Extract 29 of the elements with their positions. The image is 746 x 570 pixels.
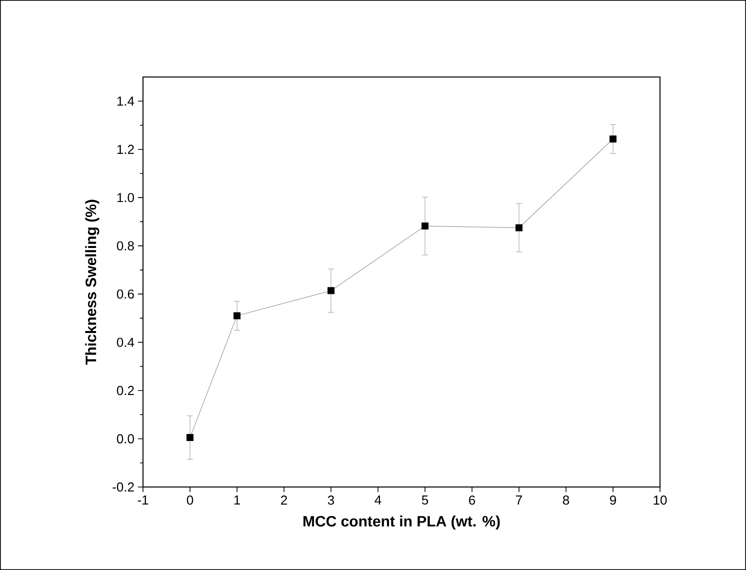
x-tick-label: 7 <box>516 496 522 504</box>
x-tick-label: 3 <box>328 496 334 505</box>
x-tick-label: 5 <box>422 496 428 505</box>
point <box>186 434 194 442</box>
point <box>610 135 617 142</box>
x-tick-label: 4 <box>374 496 382 504</box>
point <box>234 312 241 320</box>
y-tick-label: 1.0 <box>117 192 134 202</box>
y-tick-label: 0.4 <box>116 338 134 347</box>
point <box>328 287 335 294</box>
y-tick-label: 0.6 <box>116 289 134 299</box>
x-tick-label: 0 <box>186 496 194 505</box>
point <box>422 222 429 230</box>
x-tick-label: 9 <box>610 496 616 505</box>
y-tick-label: 0.2 <box>116 386 134 396</box>
y-tick-label: 0.0 <box>116 434 134 444</box>
x-tick-label: -1 <box>138 496 148 504</box>
x-tick-label: 10 <box>654 496 667 505</box>
y-tick-label: -0.2 <box>112 482 134 492</box>
y-tick-label: 0.8 <box>116 241 134 250</box>
x-tick-label: 6 <box>469 496 476 505</box>
x-tick-label: 2 <box>281 496 287 505</box>
y-axis-title: Thickness Swelling (%) <box>85 200 100 365</box>
x-tick-label: 1 <box>234 496 240 504</box>
point <box>516 224 523 232</box>
x-tick-label: 8 <box>562 496 570 505</box>
y-tick-label: 1.4 <box>117 96 134 106</box>
x-axis-title: MCC content in PLA (wt. %) <box>303 516 500 530</box>
y-tick-label: 1.2 <box>117 144 134 154</box>
